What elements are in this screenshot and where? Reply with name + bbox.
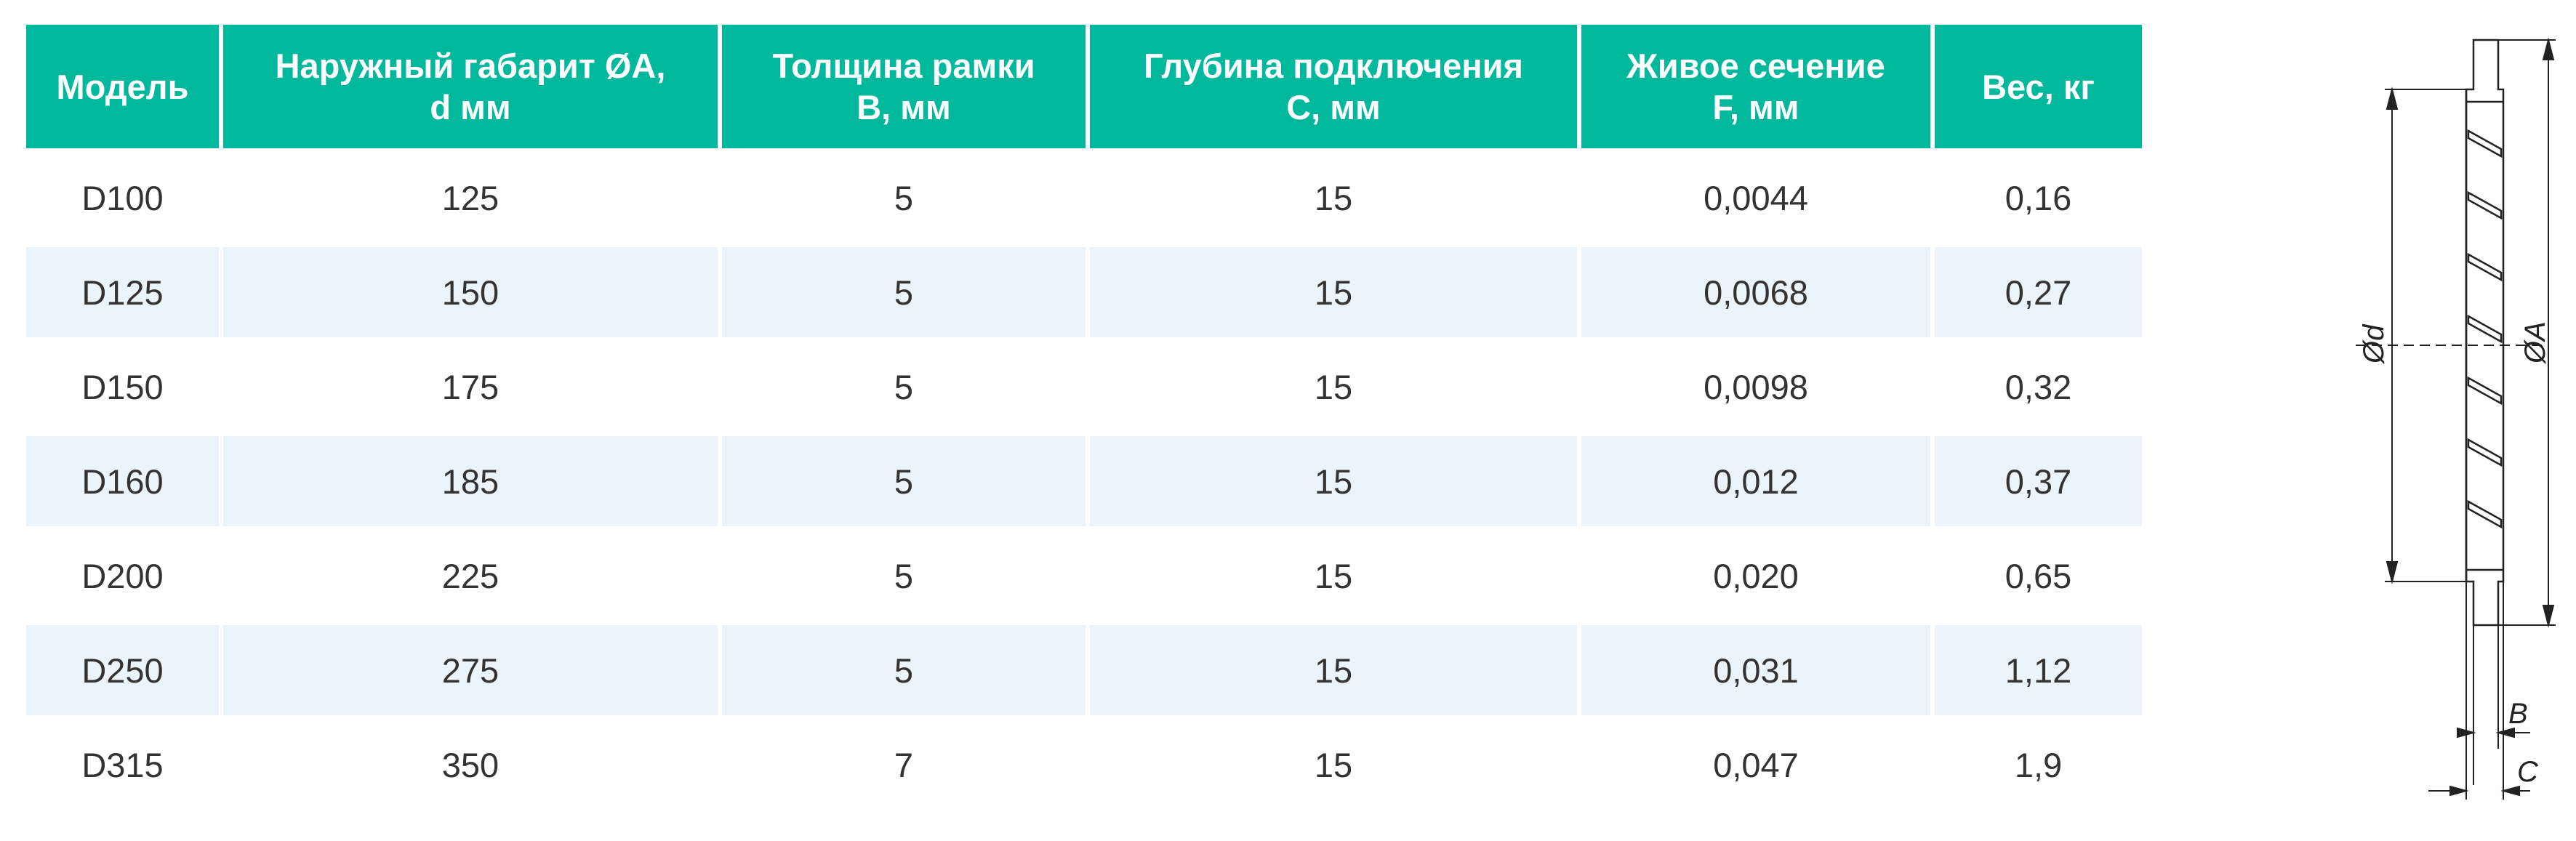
cell-connection-depth: 15 <box>1090 436 1577 526</box>
cell-free-area: 0,0068 <box>1581 247 1930 337</box>
cell-model: D150 <box>26 342 219 432</box>
cell-connection-depth: 15 <box>1090 720 1577 810</box>
grille-drawing: Ød ØA B C <box>2356 37 2556 800</box>
cell-model: D100 <box>26 153 219 243</box>
table-row: D200 225 5 15 0,020 0,65 <box>26 531 2142 621</box>
cell-outer-size: 185 <box>223 436 718 526</box>
header-frame-thickness: Толщина рамки B, мм <box>722 25 1086 148</box>
header-outer-size: Наружный габарит ØA, d мм <box>223 25 718 148</box>
table-row: D125 150 5 15 0,0068 0,27 <box>26 247 2142 337</box>
cell-model: D200 <box>26 531 219 621</box>
cell-weight: 0,65 <box>1935 531 2142 621</box>
table-row: D100 125 5 15 0,0044 0,16 <box>26 153 2142 243</box>
cell-model: D160 <box>26 436 219 526</box>
label-A: ØA <box>2519 321 2551 365</box>
dimension-d <box>2385 86 2466 584</box>
dimension-C <box>2428 582 2530 800</box>
cell-weight: 1,12 <box>1935 625 2142 715</box>
cell-weight: 0,27 <box>1935 247 2142 337</box>
cell-connection-depth: 15 <box>1090 625 1577 715</box>
table-row: D150 175 5 15 0,0098 0,32 <box>26 342 2142 432</box>
cell-connection-depth: 15 <box>1090 153 1577 243</box>
label-d: Ød <box>2358 323 2390 365</box>
cell-outer-size: 175 <box>223 342 718 432</box>
cell-frame-thickness: 5 <box>722 436 1086 526</box>
louver-slats <box>2467 129 2503 529</box>
table-header-row: Модель Наружный габарит ØA, d мм Толщина … <box>26 25 2142 148</box>
cell-frame-thickness: 5 <box>722 247 1086 337</box>
cell-weight: 0,37 <box>1935 436 2142 526</box>
cell-frame-thickness: 5 <box>722 625 1086 715</box>
cell-model: D250 <box>26 625 219 715</box>
cell-free-area: 0,020 <box>1581 531 1930 621</box>
cell-free-area: 0,031 <box>1581 625 1930 715</box>
cell-weight: 0,16 <box>1935 153 2142 243</box>
cell-frame-thickness: 5 <box>722 531 1086 621</box>
label-B: B <box>2508 698 2528 730</box>
table-row: D160 185 5 15 0,012 0,37 <box>26 436 2142 526</box>
cell-connection-depth: 15 <box>1090 531 1577 621</box>
cell-frame-thickness: 7 <box>722 720 1086 810</box>
cell-connection-depth: 15 <box>1090 342 1577 432</box>
table-row: D250 275 5 15 0,031 1,12 <box>26 625 2142 715</box>
cell-connection-depth: 15 <box>1090 247 1577 337</box>
cell-outer-size: 225 <box>223 531 718 621</box>
header-model: Модель <box>26 25 219 148</box>
cell-free-area: 0,047 <box>1581 720 1930 810</box>
cell-free-area: 0,0044 <box>1581 153 1930 243</box>
table-row: D315 350 7 15 0,047 1,9 <box>26 720 2142 810</box>
cell-outer-size: 275 <box>223 625 718 715</box>
cell-outer-size: 150 <box>223 247 718 337</box>
specification-table: Модель Наружный габарит ØA, d мм Толщина … <box>22 25 2146 810</box>
table-body: D100 125 5 15 0,0044 0,16 D125 150 5 15 0,0068 0,27… <box>26 148 2142 810</box>
header-free-area: Живое сечение F, мм <box>1581 25 1930 148</box>
cell-model: D125 <box>26 247 219 337</box>
cell-frame-thickness: 5 <box>722 342 1086 432</box>
cell-outer-size: 125 <box>223 153 718 243</box>
cell-weight: 1,9 <box>1935 720 2142 810</box>
cell-outer-size: 350 <box>223 720 718 810</box>
cell-model: D315 <box>26 720 219 810</box>
header-weight: Вес, кг <box>1935 25 2142 148</box>
cell-frame-thickness: 5 <box>722 153 1086 243</box>
cell-free-area: 0,012 <box>1581 436 1930 526</box>
dimension-A <box>2498 37 2556 628</box>
cell-free-area: 0,0098 <box>1581 342 1930 432</box>
label-C: C <box>2517 756 2539 788</box>
header-connection-depth: Глубина подключения C, мм <box>1090 25 1577 148</box>
cell-weight: 0,32 <box>1935 342 2142 432</box>
